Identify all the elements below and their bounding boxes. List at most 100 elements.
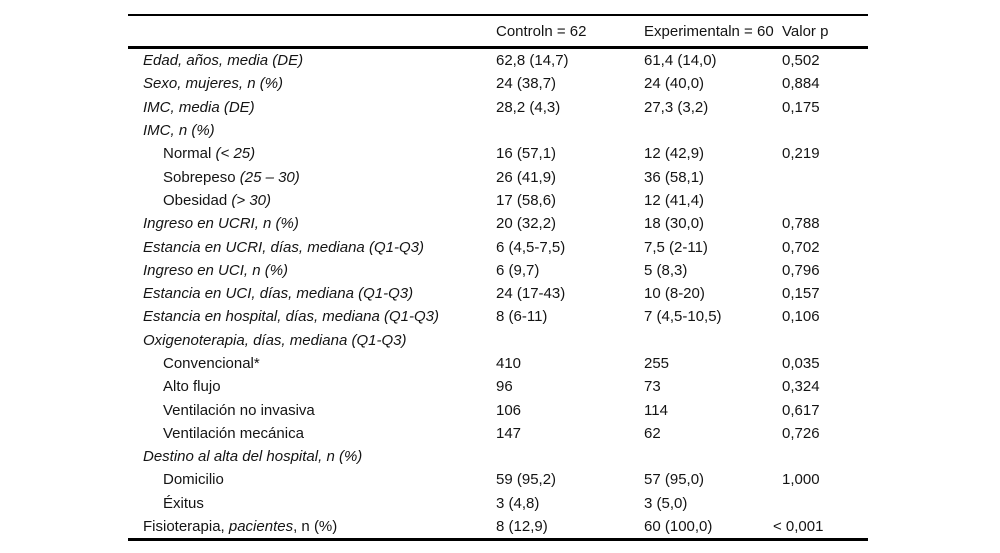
row-label: Ventilación no invasiva bbox=[128, 398, 496, 421]
cell-p-value: 0,106 bbox=[782, 308, 820, 326]
row-label: Sexo, mujeres, n (%) bbox=[128, 72, 496, 95]
cell-control: 106 bbox=[496, 401, 522, 419]
cell-experimental: 18 (30,0) bbox=[644, 215, 705, 233]
row-label-part: Ventilación mecánica bbox=[163, 424, 304, 442]
row-label-part: Domicilio bbox=[163, 471, 224, 489]
header-control-group: Controln = 62 bbox=[496, 15, 644, 49]
table-row: Normal (< 25) 16 (57,1) 12 (42,9) 0,219 bbox=[128, 142, 868, 165]
cell-experimental: 73 bbox=[644, 378, 661, 396]
cell-control bbox=[496, 329, 644, 352]
table-row: IMC, n (%) bbox=[128, 119, 868, 142]
table-row: Ventilación no invasiva 106 114 0,617 bbox=[128, 398, 868, 421]
table-row: Estancia en UCRI, días, mediana (Q1-Q3) 6… bbox=[128, 235, 868, 258]
row-label-part: Convencional* bbox=[163, 355, 260, 372]
cell-p-value bbox=[782, 165, 868, 188]
row-label: Sobrepeso (25 – 30) bbox=[128, 165, 496, 188]
row-label-part: Estancia en UCRI, días, mediana (Q1-Q3) bbox=[143, 238, 424, 256]
cell-p-value: 0,035 bbox=[782, 355, 820, 372]
cell-p-value: 0,702 bbox=[782, 238, 820, 256]
cell-experimental: 60 (100,0) bbox=[644, 518, 713, 536]
row-label-part: Estancia en hospital, días, mediana (Q1-… bbox=[143, 308, 439, 326]
row-label: Estancia en UCI, días, mediana (Q1-Q3) bbox=[128, 282, 496, 305]
table-row: Ingreso en UCI, n (%) 6 (9,7) 5 (8,3) 0,796 bbox=[128, 259, 868, 282]
cell-experimental: 255 bbox=[644, 355, 670, 372]
row-label: IMC, media (DE) bbox=[128, 96, 496, 119]
cell-p-value bbox=[782, 329, 868, 352]
cell-experimental: 61,4 (14,0) bbox=[644, 52, 717, 70]
cell-p-value: 0,617 bbox=[782, 401, 820, 419]
row-label-part: Sexo, mujeres, n (%) bbox=[143, 75, 284, 93]
cell-experimental: 62 bbox=[644, 424, 661, 442]
cell-control: 96 bbox=[496, 378, 513, 396]
cell-control bbox=[496, 119, 644, 142]
row-label: Normal (< 25) bbox=[128, 142, 496, 165]
cell-experimental: 57 (95,0) bbox=[644, 471, 705, 489]
row-label: Convencional* bbox=[128, 352, 496, 375]
table-row: Sexo, mujeres, n (%) 24 (38,7) 24 (40,0) 0,… bbox=[128, 72, 868, 95]
cell-control: 6 (4,5-7,5) bbox=[496, 238, 566, 256]
row-label-part: Ingreso en UCRI, n (%) bbox=[143, 215, 299, 233]
row-label: Ventilación mecánica bbox=[128, 422, 496, 445]
cell-experimental: 7,5 (2-11) bbox=[644, 238, 708, 256]
row-label: Destino al alta del hospital, n (%) bbox=[128, 445, 496, 468]
cell-experimental: 12 (42,9) bbox=[644, 145, 705, 163]
table-row: Alto flujo 96 73 0,324 bbox=[128, 375, 868, 398]
cell-p-value: < 0,001 bbox=[773, 518, 824, 536]
row-label: Estancia en UCRI, días, mediana (Q1-Q3) bbox=[128, 235, 496, 258]
row-label-part: Ventilación no invasiva bbox=[163, 401, 315, 419]
row-label-part: Sobrepeso bbox=[163, 168, 240, 186]
cell-p-value: 0,726 bbox=[782, 424, 820, 442]
table-body: Edad, años, media (DE) 62,8 (14,7) 61,4 (1… bbox=[128, 48, 868, 540]
cell-p-value: 0,175 bbox=[782, 98, 820, 116]
table-row: Convencional* 410 255 0,035 bbox=[128, 352, 868, 375]
table-row: Destino al alta del hospital, n (%) bbox=[128, 445, 868, 468]
row-label-part: Oxigenoterapia, días, mediana (Q1-Q3) bbox=[143, 331, 407, 349]
cell-control: 28,2 (4,3) bbox=[496, 98, 561, 116]
cell-experimental bbox=[644, 445, 782, 468]
row-label-part: IMC, n (%) bbox=[143, 122, 215, 140]
row-label: Ingreso en UCRI, n (%) bbox=[128, 212, 496, 235]
cell-p-value: 0,219 bbox=[782, 145, 820, 163]
table-row: Obesidad (> 30) 17 (58,6) 12 (41,4) bbox=[128, 189, 868, 212]
results-table: Controln = 62 Experimentaln = 60 Valor p… bbox=[128, 14, 868, 542]
cell-control: 3 (4,8) bbox=[496, 494, 540, 512]
cell-control: 147 bbox=[496, 424, 522, 442]
row-label: IMC, n (%) bbox=[128, 119, 496, 142]
cell-p-value: 1,000 bbox=[782, 471, 820, 489]
row-label-part: Estancia en UCI, días, mediana (Q1-Q3) bbox=[143, 285, 414, 303]
cell-control: 8 (12,9) bbox=[496, 518, 548, 536]
cell-control: 20 (32,2) bbox=[496, 215, 557, 233]
cell-experimental bbox=[644, 119, 782, 142]
table-row: IMC, media (DE) 28,2 (4,3) 27,3 (3,2) 0,175 bbox=[128, 96, 868, 119]
row-label-part: Alto flujo bbox=[163, 378, 221, 396]
cell-experimental: 114 bbox=[644, 401, 668, 419]
row-label: Éxitus bbox=[128, 492, 496, 515]
cell-p-value: 0,796 bbox=[782, 261, 820, 279]
cell-control: 410 bbox=[496, 355, 522, 372]
cell-experimental: 5 (8,3) bbox=[644, 261, 688, 279]
cell-p-value: 0,788 bbox=[782, 215, 820, 233]
table-row: Estancia en UCI, días, mediana (Q1-Q3) 24… bbox=[128, 282, 868, 305]
row-label: Edad, años, media (DE) bbox=[128, 48, 496, 73]
cell-p-value bbox=[782, 189, 868, 212]
cell-p-value: 0,324 bbox=[782, 378, 820, 396]
row-label: Estancia en hospital, días, mediana (Q1-… bbox=[128, 305, 496, 328]
row-label-part: Normal bbox=[163, 145, 216, 163]
cell-p-value bbox=[782, 445, 868, 468]
cell-p-value bbox=[782, 119, 868, 142]
table-row: Ingreso en UCRI, n (%) 20 (32,2) 18 (30,0)… bbox=[128, 212, 868, 235]
table-row: Domicilio 59 (95,2) 57 (95,0) 1,000 bbox=[128, 468, 868, 491]
row-label: Obesidad (> 30) bbox=[128, 189, 496, 212]
row-label-part: Obesidad bbox=[163, 191, 232, 209]
cell-experimental: 12 (41,4) bbox=[644, 191, 705, 209]
cell-p-value: 0,502 bbox=[782, 52, 820, 70]
row-label-part: Fisioterapia, bbox=[143, 518, 229, 536]
row-label-part: pacientes bbox=[228, 518, 294, 536]
row-label-part: Éxitus bbox=[163, 494, 204, 512]
table-header-row: Controln = 62 Experimentaln = 60 Valor p bbox=[128, 15, 868, 49]
cell-control: 24 (38,7) bbox=[496, 75, 557, 93]
table-row: Edad, años, media (DE) 62,8 (14,7) 61,4 (1… bbox=[128, 48, 868, 73]
row-label-part: Destino al alta del hospital, n (%) bbox=[143, 448, 363, 466]
table-row: Fisioterapia, pacientes, n (%) 8 (12,9) 60… bbox=[128, 515, 868, 540]
row-label-part: Ingreso en UCI, n (%) bbox=[143, 261, 289, 279]
